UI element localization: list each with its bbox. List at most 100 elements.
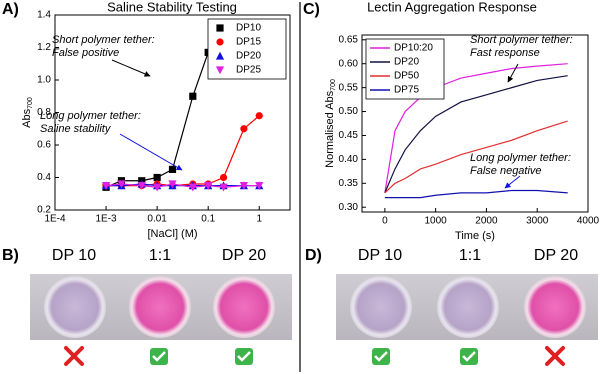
well-label: 1:1 bbox=[149, 247, 171, 264]
x-tick-label: 0.1 bbox=[201, 214, 215, 225]
x-tick-label: 1E-4 bbox=[44, 214, 66, 225]
series-line bbox=[384, 63, 568, 193]
x-tick-label: 0.01 bbox=[147, 214, 167, 225]
x-tick-label: 3000 bbox=[526, 216, 549, 227]
legend-marker bbox=[216, 38, 224, 46]
legend-label: DP50 bbox=[394, 71, 419, 82]
marker bbox=[255, 112, 263, 120]
annotation: Fast response bbox=[470, 47, 540, 59]
y-axis-label: Abs700 bbox=[21, 97, 34, 128]
well-label: DP 10 bbox=[52, 247, 96, 264]
well bbox=[44, 276, 106, 338]
x-axis-label: [NaCl] (M) bbox=[147, 228, 197, 240]
check-icon bbox=[235, 348, 253, 365]
legend-label: DP75 bbox=[394, 85, 419, 96]
well bbox=[524, 276, 586, 338]
y-tick-label: 0.40 bbox=[339, 154, 359, 165]
y-tick-label: 0.30 bbox=[339, 202, 359, 213]
legend-box bbox=[365, 38, 445, 100]
panel-label: A) bbox=[2, 1, 19, 18]
legend-label: DP20 bbox=[236, 51, 261, 62]
plot-frame bbox=[361, 34, 589, 213]
legend-label: DP10:20 bbox=[394, 43, 433, 54]
y-tick-label: 0.6 bbox=[37, 140, 51, 151]
legend-label: DP10 bbox=[236, 23, 261, 34]
well-label: DP 20 bbox=[222, 247, 266, 264]
panel-label: D) bbox=[305, 247, 322, 264]
well bbox=[213, 276, 275, 338]
marker bbox=[255, 182, 264, 190]
marker bbox=[189, 92, 197, 100]
y-tick-label: 0.60 bbox=[339, 58, 359, 69]
y-tick-label: 0.2 bbox=[37, 205, 51, 216]
panel-label: C) bbox=[303, 1, 320, 18]
marker bbox=[168, 165, 177, 173]
y-axis-label-text: Normalised Abs bbox=[324, 90, 336, 168]
cross-icon bbox=[64, 346, 84, 366]
annotation: Long polymer tether: bbox=[40, 110, 141, 122]
check-icon bbox=[150, 348, 168, 365]
annotation-arrow bbox=[507, 63, 519, 83]
y-tick-label: 0.45 bbox=[339, 130, 359, 141]
marker bbox=[188, 183, 197, 192]
panel-b: B) DP 10 1:1 DP 20 bbox=[2, 247, 292, 340]
series-line bbox=[106, 183, 260, 188]
marker bbox=[168, 180, 177, 189]
y-axis-label: Normalised Abs700 bbox=[324, 79, 337, 168]
marker bbox=[101, 182, 111, 190]
annotation: Saline stability bbox=[40, 123, 112, 135]
chart: A) Saline Stability Testing 0.2 0.4 0.6 0.8 1.… bbox=[2, 0, 291, 240]
marker bbox=[117, 180, 126, 189]
legend-label: DP15 bbox=[236, 37, 261, 48]
marker bbox=[137, 182, 146, 190]
x-tick-label: 2000 bbox=[475, 216, 498, 227]
annotation: Short polymer tether: bbox=[470, 34, 573, 46]
legend-marker bbox=[216, 24, 224, 32]
check-icon bbox=[372, 348, 390, 365]
annotation: False negative bbox=[470, 165, 542, 177]
well-label: 1:1 bbox=[459, 247, 481, 264]
chart-title: Lectin Aggregation Response bbox=[367, 0, 537, 14]
y-tick-label: 1.2 bbox=[37, 42, 51, 53]
legend-marker bbox=[215, 51, 225, 60]
y-tick-label: 0.55 bbox=[339, 82, 359, 93]
y-axis-label-sub: 700 bbox=[330, 79, 337, 91]
y-tick-label: 0.8 bbox=[37, 107, 51, 118]
x-tick-label: 4000 bbox=[577, 216, 600, 227]
annotation: False positive bbox=[52, 47, 119, 59]
x-axis-label: Time (s) bbox=[455, 230, 495, 242]
well-label: DP 20 bbox=[534, 247, 578, 264]
y-tick-label: 0.65 bbox=[339, 34, 359, 45]
y-axis-label-text: Abs bbox=[21, 108, 33, 127]
legend-marker bbox=[215, 66, 225, 75]
series-line bbox=[384, 120, 568, 194]
well bbox=[350, 276, 412, 338]
panel-d: D) DP 10 1:1 DP 20 bbox=[305, 247, 598, 340]
well bbox=[129, 276, 191, 338]
y-tick-label: 1.4 bbox=[37, 10, 51, 21]
y-tick-label: 0.35 bbox=[339, 178, 359, 189]
panel-label: B) bbox=[2, 247, 19, 264]
annotation: Short polymer tether: bbox=[52, 34, 155, 46]
marker bbox=[153, 173, 161, 182]
y-tick-label: 0.4 bbox=[37, 172, 51, 183]
chart-title: Saline Stability Testing bbox=[107, 0, 237, 14]
marker bbox=[219, 173, 228, 182]
well bbox=[437, 276, 499, 338]
annotation-arrow bbox=[111, 59, 151, 77]
marker bbox=[240, 125, 248, 133]
check-icon bbox=[460, 348, 478, 365]
y-axis-label-sub: 700 bbox=[27, 97, 34, 109]
series-line bbox=[106, 115, 260, 187]
marker bbox=[219, 183, 228, 192]
marker bbox=[204, 182, 213, 190]
annotation: Long polymer tether: bbox=[470, 152, 571, 164]
marker bbox=[239, 182, 248, 190]
legend-label: DP25 bbox=[236, 65, 261, 76]
annotation-arrow bbox=[119, 133, 183, 171]
series-line bbox=[384, 75, 568, 194]
x-tick-label: 0 bbox=[382, 216, 388, 227]
annotation-arrow bbox=[504, 175, 521, 189]
series-line bbox=[384, 189, 568, 199]
